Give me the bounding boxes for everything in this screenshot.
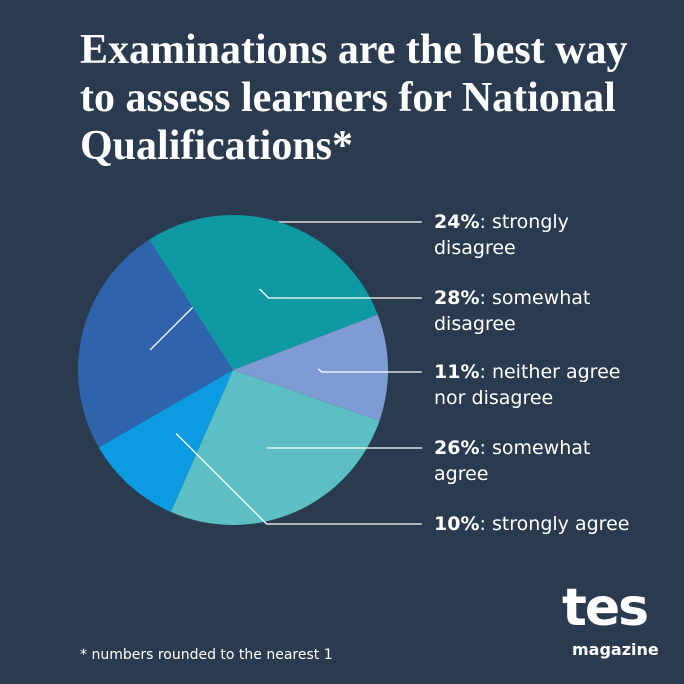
slice-label: 28%: somewhat disagree <box>434 285 634 337</box>
separator: : <box>479 361 492 383</box>
leader-line <box>175 433 422 525</box>
pie-slice <box>98 370 234 512</box>
footnote: * numbers rounded to the nearest 1 <box>80 647 333 663</box>
separator: : <box>479 513 492 535</box>
slice-label: 24%: strongly disagree <box>434 209 634 261</box>
pie-slice <box>233 314 388 421</box>
chart-title: Examinations are the best way to assess … <box>80 27 628 169</box>
category-label: strongly disagree <box>434 211 569 259</box>
logo: tes <box>562 578 649 638</box>
slice-label: 10%: strongly agree <box>434 511 634 537</box>
value-label: 24% <box>434 211 480 233</box>
category-label: neither agree nor disagree <box>434 361 621 409</box>
category-label: somewhat agree <box>434 437 591 485</box>
value-label: 11% <box>434 361 480 383</box>
category-label: somewhat disagree <box>434 287 591 335</box>
slice-label: 26%: somewhat agree <box>434 435 634 487</box>
logo-subtitle: magazine <box>572 640 659 659</box>
value-label: 26% <box>434 437 480 459</box>
leader-line <box>259 288 422 299</box>
separator: : <box>479 437 492 459</box>
leader-line <box>317 368 422 373</box>
value-label: 10% <box>434 513 480 535</box>
separator: : <box>479 287 492 309</box>
separator: : <box>479 211 492 233</box>
category-label: strongly agree <box>491 513 630 535</box>
value-label: 28% <box>434 287 480 309</box>
pie-slice <box>78 239 233 448</box>
slice-label: 11%: neither agree nor disagree <box>434 359 634 411</box>
